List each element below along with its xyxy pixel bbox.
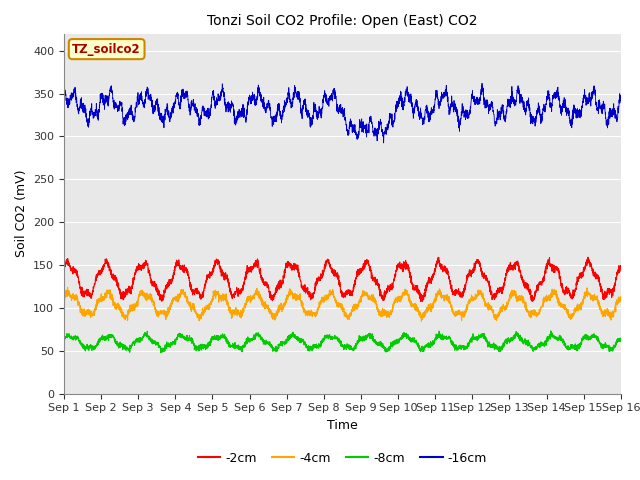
-8cm (617, 336, 625, 342)
Title: Tonzi Soil CO2 Profile: Open (East) CO2: Tonzi Soil CO2 Profile: Open (East) CO2 (207, 14, 477, 28)
-2cm (60, 267, 68, 273)
-2cm (406, 275, 414, 280)
-8cm (617, 336, 625, 342)
Legend: -2cm, -4cm, -8cm, -16cm: -2cm, -4cm, -8cm, -16cm (193, 447, 492, 469)
Text: TZ_soilco2: TZ_soilco2 (72, 43, 141, 56)
-8cm (564, 347, 572, 353)
Line: -4cm: -4cm (64, 288, 621, 321)
Line: -2cm: -2cm (64, 257, 621, 301)
-4cm (64, 285, 72, 290)
-2cm (179, 267, 187, 273)
-2cm (617, 268, 625, 274)
-16cm (564, 105, 572, 111)
-4cm (60, 296, 68, 301)
-2cm (397, 263, 404, 268)
-8cm (397, 337, 404, 343)
-4cm (397, 293, 404, 299)
-4cm (406, 302, 414, 308)
-2cm (564, 289, 572, 295)
-16cm (406, 95, 414, 101)
-2cm (216, 263, 223, 269)
-16cm (380, 140, 387, 146)
-16cm (397, 94, 404, 99)
-8cm (180, 335, 188, 341)
Y-axis label: Soil CO2 (mV): Soil CO2 (mV) (15, 170, 28, 257)
-4cm (216, 293, 223, 299)
-16cm (60, 95, 68, 100)
-4cm (417, 318, 425, 324)
-4cm (617, 296, 625, 301)
-16cm (216, 96, 223, 101)
-4cm (564, 309, 572, 314)
-16cm (478, 80, 486, 86)
-4cm (180, 291, 188, 297)
-8cm (547, 328, 554, 334)
-16cm (617, 96, 625, 102)
-4cm (617, 294, 625, 300)
Line: -16cm: -16cm (64, 83, 621, 143)
-8cm (216, 336, 223, 342)
-8cm (406, 338, 414, 344)
-8cm (60, 338, 68, 344)
Line: -8cm: -8cm (64, 331, 621, 353)
-2cm (617, 263, 625, 268)
-8cm (157, 350, 164, 356)
-2cm (584, 254, 592, 260)
X-axis label: Time: Time (327, 419, 358, 432)
-16cm (617, 95, 625, 100)
-2cm (417, 299, 425, 304)
-16cm (179, 93, 187, 98)
